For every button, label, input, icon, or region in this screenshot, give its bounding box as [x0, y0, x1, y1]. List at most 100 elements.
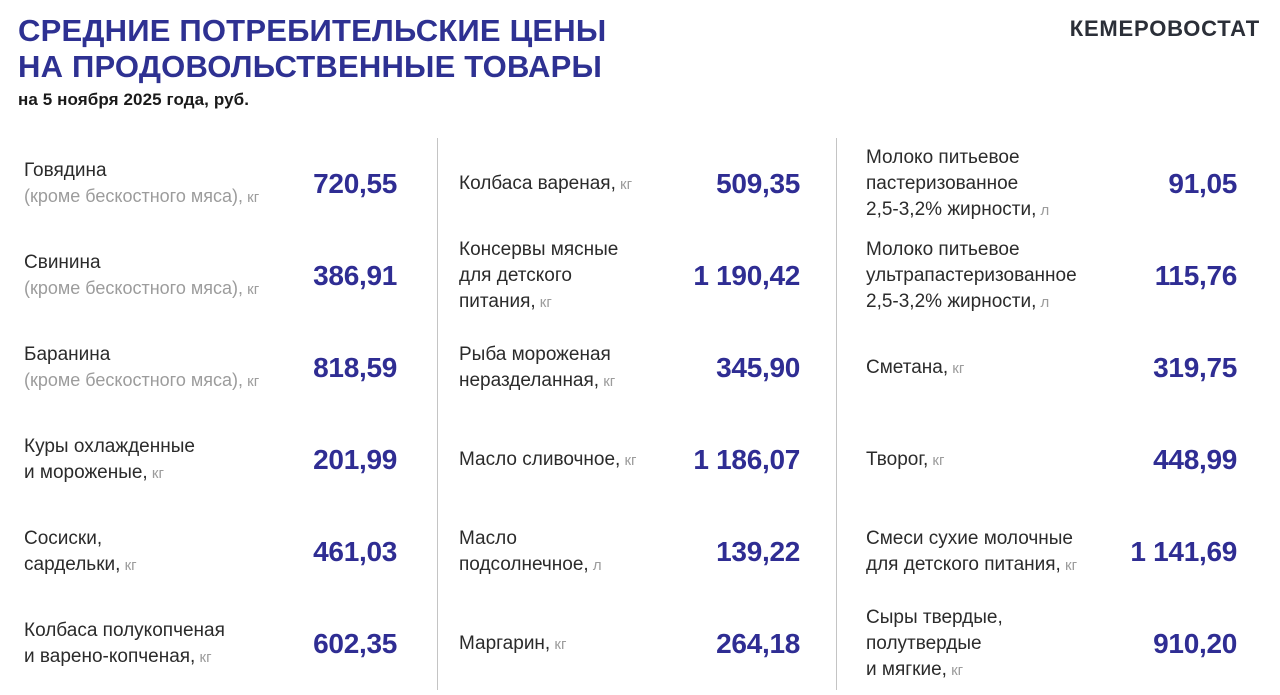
page-title: СРЕДНИЕ ПОТРЕБИТЕЛЬСКИЕ ЦЕНЫ НА ПРОДОВОЛЬ…	[18, 13, 606, 85]
product-name-line: ультрапастеризованное	[866, 264, 1077, 286]
product-name: Баранина (кроме бескостного мяса), кг	[24, 342, 305, 394]
product-name: Колбаса вареная, кг	[459, 171, 708, 198]
subtitle-date: на 5 ноября 2025 года, руб.	[18, 90, 250, 109]
price-row: Молоко питьевое ультрапастеризованное 2,5-…	[866, 230, 1237, 322]
product-name: Рыба мороженая неразделанная, кг	[459, 342, 708, 395]
product-name-line: Сметана, кг	[866, 356, 965, 378]
product-price: 448,99	[1153, 444, 1237, 475]
product-name-line: Масло	[459, 527, 517, 549]
product-name: Смеси сухие молочные для детского питания…	[866, 526, 1122, 579]
product-unit: кг	[948, 359, 965, 377]
price-row: Сметана, кг 319,75	[866, 322, 1237, 414]
product-name-line: Масло сливочное, кг	[459, 448, 637, 470]
product-name-line: и мягкие, кг	[866, 658, 964, 680]
product-name: Куры охлажденные и мороженые, кг	[24, 434, 305, 487]
price-row: Молоко питьевое пастеризованное 2,5-3,2% ж…	[866, 138, 1237, 230]
product-name-line: и мороженые, кг	[24, 461, 164, 483]
product-unit: кг	[243, 189, 260, 206]
product-name-line: Говядина	[24, 160, 107, 181]
product-price: 910,20	[1153, 628, 1237, 659]
product-note: (кроме бескостного мяса), кг	[24, 278, 260, 298]
product-name: Масло сливочное, кг	[459, 447, 685, 474]
product-note: (кроме бескостного мяса), кг	[24, 186, 260, 206]
price-row: Смеси сухие молочные для детского питания…	[866, 506, 1237, 598]
price-columns: Говядина (кроме бескостного мяса), кг 720,…	[0, 138, 1280, 690]
product-name-line: для детского	[459, 264, 572, 286]
product-price: 1 141,69	[1130, 536, 1237, 567]
product-unit: кг	[928, 451, 945, 469]
product-name-line: сардельки, кг	[24, 553, 137, 575]
product-name-line: Молоко питьевое	[866, 146, 1020, 168]
product-name-line: и варено-копченая, кг	[24, 645, 212, 667]
product-name-line: Колбаса вареная, кг	[459, 172, 633, 194]
price-column: Говядина (кроме бескостного мяса), кг 720,…	[0, 138, 437, 690]
product-name: Молоко питьевое ультрапастеризованное 2,5-…	[866, 237, 1147, 316]
product-name-line: для детского питания, кг	[866, 553, 1078, 575]
product-price: 139,22	[716, 536, 800, 567]
product-name-line: Маргарин, кг	[459, 632, 567, 654]
product-name-line: 2,5-3,2% жирности, л	[866, 198, 1050, 220]
product-price: 91,05	[1168, 168, 1237, 199]
page-title-line1: СРЕДНИЕ ПОТРЕБИТЕЛЬСКИЕ ЦЕНЫ	[18, 13, 607, 48]
price-row: Колбаса полукопченая и варено-копченая, к…	[24, 598, 397, 690]
product-price: 818,59	[313, 352, 397, 383]
product-name-line: Колбаса полукопченая	[24, 619, 225, 641]
product-unit: л	[1036, 293, 1050, 311]
product-name: Творог, кг	[866, 447, 1145, 474]
product-unit: кг	[1060, 556, 1078, 574]
product-price: 386,91	[313, 260, 397, 291]
product-name-line: Творог, кг	[866, 448, 945, 470]
product-name-line: Рыба мороженая	[459, 343, 611, 365]
product-unit: кг	[243, 373, 260, 390]
price-row: Творог, кг 448,99	[866, 414, 1237, 506]
product-name: Говядина (кроме бескостного мяса), кг	[24, 158, 305, 210]
price-row: Маргарин, кг 264,18	[459, 598, 800, 690]
price-row: Говядина (кроме бескостного мяса), кг 720,…	[24, 138, 397, 230]
product-name-line: Консервы мясные	[459, 238, 619, 260]
product-name-line: Свинина	[24, 252, 101, 273]
price-row: Колбаса вареная, кг 509,35	[459, 138, 800, 230]
header: СРЕДНИЕ ПОТРЕБИТЕЛЬСКИЕ ЦЕНЫ НА ПРОДОВОЛЬ…	[0, 0, 1280, 110]
product-name-line: Молоко питьевое	[866, 238, 1020, 260]
price-row: Баранина (кроме бескостного мяса), кг 818,…	[24, 322, 397, 414]
product-price: 345,90	[716, 352, 800, 383]
product-unit: кг	[195, 648, 212, 666]
product-name-line: Баранина	[24, 344, 111, 365]
product-name: Колбаса полукопченая и варено-копченая, к…	[24, 618, 305, 671]
product-unit: кг	[535, 293, 552, 311]
product-name: Свинина (кроме бескостного мяса), кг	[24, 250, 305, 302]
product-name-line: 2,5-3,2% жирности, л	[866, 290, 1050, 312]
product-unit: кг	[147, 464, 164, 482]
product-name-line: полутвердые	[866, 632, 982, 654]
product-unit: л	[588, 556, 602, 574]
price-row: Куры охлажденные и мороженые, кг 201,99	[24, 414, 397, 506]
product-price: 115,76	[1154, 260, 1238, 291]
product-name-line: Сосиски,	[24, 527, 103, 549]
price-row: Масло подсолнечное, л 139,22	[459, 506, 800, 598]
product-name-line: Сыры твердые,	[866, 606, 1003, 628]
product-name: Маргарин, кг	[459, 631, 708, 658]
price-row: Консервы мясные для детского питания, кг 1 …	[459, 230, 800, 322]
price-row: Свинина (кроме бескостного мяса), кг 386,9…	[24, 230, 397, 322]
product-name-line: подсолнечное, л	[459, 553, 602, 575]
product-price: 509,35	[716, 168, 800, 199]
product-unit: кг	[243, 281, 260, 298]
product-name-line: пастеризованное	[866, 172, 1019, 194]
price-row: Рыба мороженая неразделанная, кг 345,90	[459, 322, 800, 414]
product-price: 1 186,07	[693, 444, 800, 475]
product-unit: л	[1036, 201, 1050, 219]
product-price: 602,35	[313, 628, 397, 659]
price-column: Молоко питьевое пастеризованное 2,5-3,2% ж…	[836, 138, 1280, 690]
product-unit: кг	[620, 451, 637, 469]
product-note: (кроме бескостного мяса), кг	[24, 370, 260, 390]
price-row: Сосиски, сардельки, кг 461,03	[24, 506, 397, 598]
product-price: 461,03	[313, 536, 397, 567]
product-price: 1 190,42	[693, 260, 800, 291]
price-row: Сыры твердые, полутвердые и мягкие, кг 910,…	[866, 598, 1237, 690]
product-unit: кг	[946, 661, 964, 679]
price-column: Колбаса вареная, кг 509,35 Консервы мясные…	[437, 138, 836, 690]
product-name: Консервы мясные для детского питания, кг	[459, 237, 685, 316]
product-name: Сыры твердые, полутвердые и мягкие, кг	[866, 605, 1145, 684]
product-name-line: Смеси сухие молочные	[866, 527, 1073, 549]
